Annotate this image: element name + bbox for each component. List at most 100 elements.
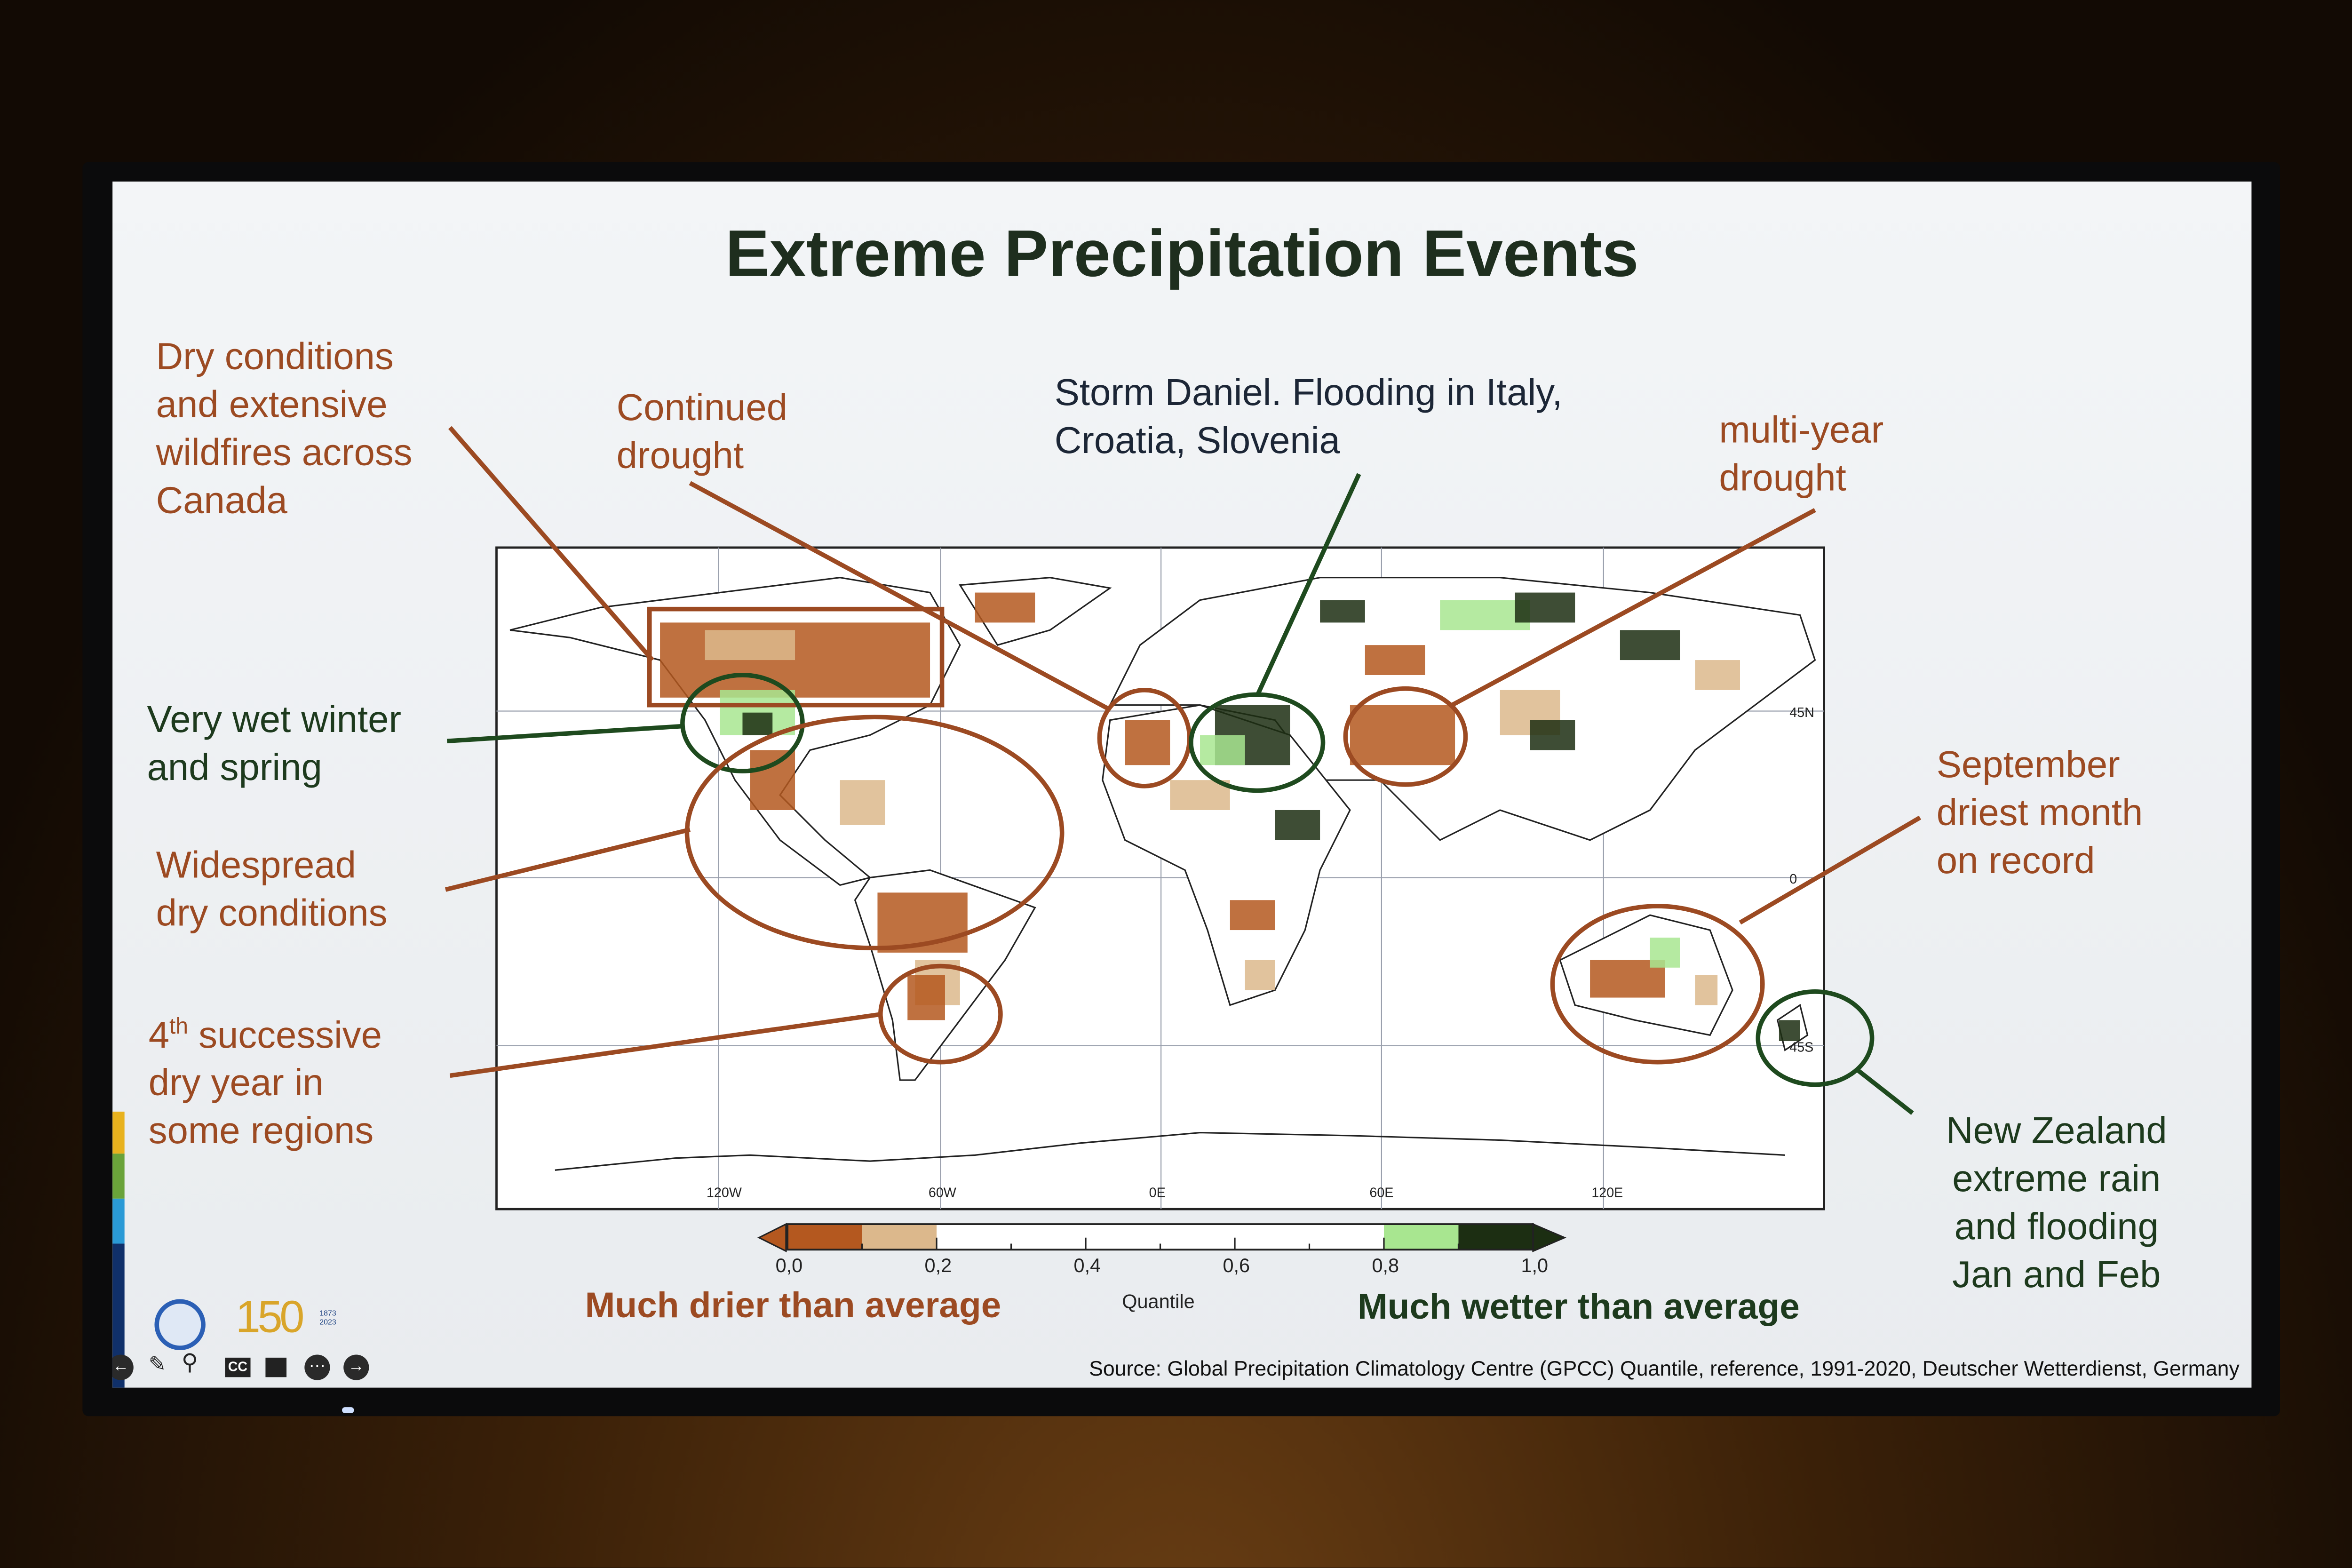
leader-line (1255, 473, 1361, 697)
annotation-storm-daniel: Storm Daniel. Flooding in Italy, Croatia… (1055, 369, 1563, 465)
slide-title: Extreme Precipitation Events (725, 217, 1639, 291)
new-zealand-circle (1756, 989, 1875, 1087)
wmo-logo (154, 1299, 206, 1350)
lon-label: 60E (1369, 1186, 1393, 1201)
annotation-multi-year-drought: multi-year drought (1719, 406, 1883, 502)
captions-button[interactable]: CC (225, 1357, 251, 1377)
anomaly-cell (840, 780, 885, 825)
colorbar-tick-label: 0,4 (1073, 1254, 1101, 1277)
anomaly-cell (705, 630, 795, 661)
line: dry conditions (156, 892, 388, 935)
line: Croatia, Slovenia (1054, 420, 1340, 462)
line: dry year in (148, 1062, 324, 1105)
anomaly-cell (1695, 975, 1718, 1005)
annotation-successive: 4th successive dry year in some regions (149, 1003, 382, 1155)
line: wildfires across (156, 432, 413, 474)
leader-line (445, 827, 691, 892)
power-led (342, 1407, 354, 1413)
line: New Zealand (1946, 1110, 2167, 1152)
line: Very wet winter (147, 699, 402, 741)
wet-circle (680, 673, 805, 773)
more-options-button[interactable]: ⋯ (304, 1354, 330, 1380)
colorbar-segment (787, 1224, 862, 1250)
annotation-continued-drought: Continued drought (617, 384, 787, 480)
colorbar-outline (787, 1223, 1534, 1251)
lon-label: 0E (1149, 1186, 1166, 1201)
annotation-new-zealand: New Zealand extreme rain and flooding Ja… (1924, 1107, 2188, 1299)
line: Widespread (156, 844, 357, 887)
year: 1873 (319, 1309, 336, 1319)
colorbar-label: Quantile (1122, 1290, 1195, 1313)
line: drought (616, 435, 744, 478)
anomaly-cell (1365, 645, 1425, 675)
central-asia-circle (1343, 686, 1468, 787)
camera-icon[interactable] (265, 1357, 287, 1377)
source-citation: Source: Global Precipitation Climatology… (1089, 1356, 2240, 1380)
anniversary-logo: 150 1873 2023 (235, 1293, 336, 1343)
colorbar (757, 1223, 1566, 1253)
line: drought (1719, 457, 1846, 500)
drier-label: Much drier than average (585, 1285, 1001, 1326)
anomaly-cell (1650, 938, 1680, 968)
leader-line (449, 1011, 882, 1078)
line: extreme rain (1952, 1158, 2161, 1201)
anomaly-cell (1530, 720, 1575, 750)
antarctica (555, 1131, 1785, 1171)
leader-line (1451, 508, 1816, 707)
annotation-widespread: Widespread dry conditions (156, 842, 388, 938)
line: multi-year (1719, 409, 1884, 452)
annotation-very-wet: Very wet winter and spring (147, 696, 402, 792)
anomaly-cell (1779, 1020, 1800, 1042)
prev-slide-button[interactable]: ← (112, 1354, 134, 1380)
lat-label: 45N (1789, 705, 1814, 720)
next-slide-button[interactable]: → (343, 1354, 369, 1380)
anomaly-cell (742, 712, 773, 735)
anomaly-cell (1230, 900, 1275, 931)
leader-line (689, 481, 1108, 710)
brand-stripe (112, 1154, 125, 1199)
colorbar-min-arrow (757, 1223, 787, 1253)
wetter-label: Much wetter than average (1357, 1287, 1800, 1328)
colorbar-segment (1458, 1224, 1533, 1250)
anomaly-cell (975, 592, 1035, 623)
anomaly-cell (1320, 600, 1365, 623)
colorbar-tick-label: 0,0 (775, 1254, 803, 1277)
colorbar-max-arrow (1532, 1223, 1566, 1252)
pen-icon[interactable]: ✎ (148, 1352, 167, 1376)
annotation-canada: Dry conditions and extensive wildfires a… (156, 333, 413, 525)
line: Storm Daniel. Flooding in Italy, (1054, 372, 1563, 414)
colorbar-segment (862, 1224, 937, 1250)
lat-label: 0 (1789, 872, 1797, 887)
brand-stripe (112, 1198, 125, 1244)
lon-label: 120W (707, 1186, 742, 1201)
colorbar-tick-label: 0,8 (1372, 1254, 1399, 1277)
year: 2023 (319, 1318, 336, 1328)
annotation-markers (445, 426, 1922, 1115)
line: Jan and Feb (1952, 1254, 2161, 1297)
anomaly-cell (1170, 780, 1230, 810)
anomaly-cell (1200, 735, 1245, 765)
leader-line (446, 724, 684, 744)
anomaly-cell (907, 975, 945, 1020)
text: successive (188, 1014, 382, 1057)
zoom-icon[interactable]: ⚲ (181, 1350, 198, 1376)
australia-circle (1550, 904, 1765, 1065)
anomaly-cell (1275, 810, 1320, 840)
brand-stripe (112, 1111, 125, 1154)
line: some regions (148, 1110, 374, 1153)
line: Canada (156, 480, 287, 522)
ordinal: 4 (148, 1014, 170, 1057)
leader-line (448, 426, 654, 662)
colorbar-segment (1383, 1224, 1459, 1250)
colorbar-tick-label: 0,6 (1223, 1254, 1250, 1277)
colorbar-tick-label: 1,0 (1521, 1254, 1549, 1277)
annotation-september: September driest month on record (1937, 741, 2143, 885)
ordinal-suffix: th (169, 1014, 188, 1040)
line: driest month (1936, 792, 2143, 834)
anomaly-cell (1620, 630, 1680, 661)
colorbar-tick-label: 0,2 (924, 1254, 952, 1277)
line: 4th successive (149, 1003, 382, 1059)
line: September (1936, 744, 2120, 786)
anniversary-number: 150 (235, 1293, 305, 1343)
